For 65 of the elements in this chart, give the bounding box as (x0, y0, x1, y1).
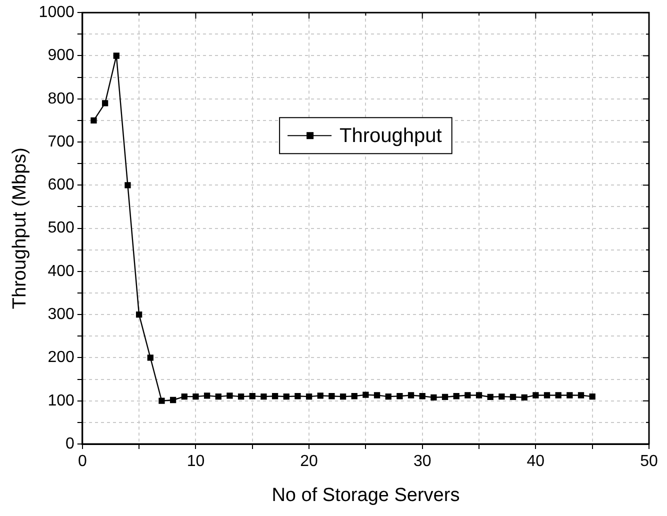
y-tick-label: 900 (48, 47, 74, 64)
point (204, 392, 210, 399)
point (464, 392, 471, 398)
point (340, 393, 346, 400)
point (498, 393, 505, 400)
point (408, 392, 414, 398)
point (351, 393, 358, 400)
point (374, 392, 380, 398)
point (544, 392, 550, 398)
point (396, 393, 403, 400)
point (249, 393, 256, 400)
point (260, 393, 267, 400)
point (566, 392, 573, 398)
point (555, 392, 562, 398)
point (192, 393, 199, 400)
point (90, 117, 97, 124)
point (158, 398, 165, 404)
x-tick-label: 20 (300, 453, 318, 470)
point (215, 393, 222, 400)
point (532, 392, 539, 398)
y-tick-label: 400 (48, 262, 74, 280)
y-tick-label: 300 (48, 306, 74, 323)
x-axis-title: No of Storage Servers (272, 484, 460, 506)
x-tick-label: 10 (186, 453, 205, 470)
y-tick-label: 1000 (38, 4, 74, 22)
y-tick-label: 100 (48, 392, 74, 410)
y-axis-title: Throughput (Mbps) (10, 148, 31, 310)
point (487, 394, 494, 400)
point (385, 393, 392, 400)
point (521, 394, 528, 400)
point (181, 393, 188, 400)
point (294, 393, 301, 400)
point (306, 393, 312, 400)
legend-label: Throughput (340, 125, 442, 148)
y-tick-label: 200 (48, 349, 74, 366)
y-tick-label: 0 (65, 435, 74, 452)
y-tick-label: 800 (48, 90, 74, 108)
point (419, 393, 426, 400)
y-tick-label: 500 (48, 220, 74, 237)
point (476, 392, 482, 398)
point (226, 392, 233, 399)
x-tick-label: 40 (526, 453, 545, 470)
point (124, 182, 131, 188)
point (147, 354, 154, 361)
point (238, 393, 244, 400)
y-tick-label: 600 (48, 176, 74, 194)
x-tick-label: 50 (640, 453, 658, 470)
point (578, 392, 584, 398)
point (317, 392, 324, 399)
y-tick-label: 700 (48, 133, 74, 150)
point (113, 52, 120, 59)
x-tick-label: 30 (413, 453, 432, 470)
point (136, 312, 142, 318)
point (283, 393, 290, 400)
point (170, 396, 176, 404)
point (430, 394, 437, 400)
x-tick-label: 0 (78, 453, 87, 470)
point (442, 394, 448, 400)
point (453, 393, 460, 400)
point (362, 392, 369, 398)
point (102, 100, 108, 106)
point (328, 393, 335, 400)
point (510, 394, 516, 400)
point (589, 393, 596, 400)
point (272, 393, 278, 400)
